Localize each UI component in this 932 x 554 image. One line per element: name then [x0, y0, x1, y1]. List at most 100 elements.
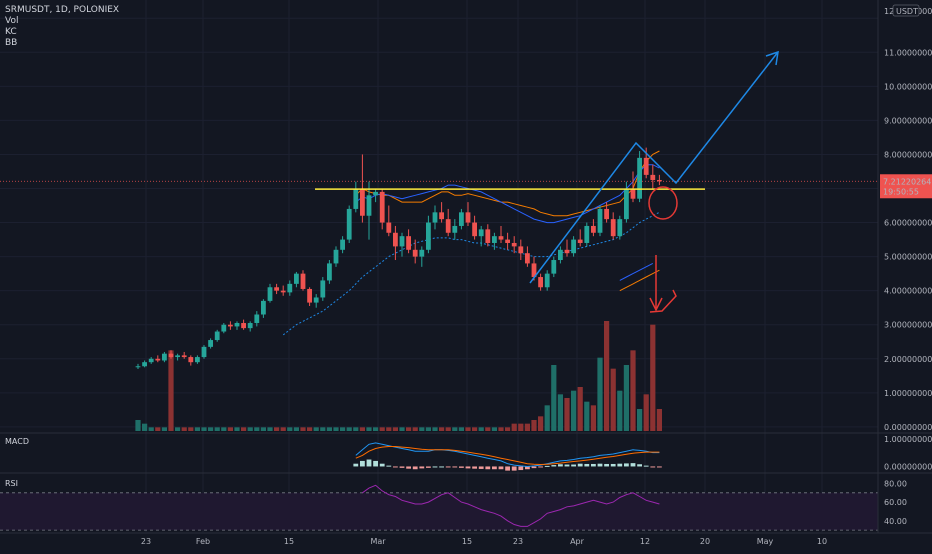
candle-body[interactable] [564, 249, 570, 254]
candle-body[interactable] [241, 323, 246, 329]
volume-bar [524, 423, 530, 431]
candle-body[interactable] [386, 222, 392, 233]
rsi-tick-label: 80.00 [884, 479, 907, 488]
candle-body[interactable] [558, 249, 563, 261]
candle-body[interactable] [624, 188, 629, 220]
candle-body[interactable] [465, 212, 471, 223]
candle-body[interactable] [201, 346, 207, 358]
candle-body[interactable] [346, 208, 352, 240]
candle-body[interactable] [181, 355, 187, 358]
candle-body[interactable] [617, 219, 623, 237]
candle-body[interactable] [445, 219, 451, 233]
candle-body[interactable] [439, 212, 444, 220]
candle-body[interactable] [650, 174, 656, 180]
candle-body[interactable] [195, 357, 200, 363]
candle-body[interactable] [320, 280, 326, 298]
candle-body[interactable] [234, 323, 240, 327]
candle-body[interactable] [637, 157, 642, 199]
indicator-kc[interactable]: KC [5, 27, 17, 37]
candle-body[interactable] [419, 249, 425, 257]
candle-body[interactable] [591, 225, 596, 233]
candle-body[interactable] [505, 239, 510, 243]
candle-body[interactable] [551, 260, 557, 274]
symbol-title[interactable]: SRMUSDT, 1D, POLONIEX [5, 5, 120, 15]
candle-body[interactable] [571, 239, 576, 254]
candle-body[interactable] [307, 288, 312, 303]
candle-body[interactable] [360, 188, 365, 216]
candle-body[interactable] [261, 300, 266, 315]
candle-body[interactable] [148, 358, 154, 363]
candle-body[interactable] [366, 195, 372, 216]
candle-body[interactable] [643, 157, 649, 175]
candle-body[interactable] [432, 212, 438, 223]
candle-body[interactable] [472, 222, 477, 237]
candle-body[interactable] [313, 297, 319, 303]
candle-body[interactable] [399, 236, 405, 247]
current-price-tag [880, 174, 932, 199]
down-arrowhead-annotation[interactable] [649, 297, 663, 312]
candle-body[interactable] [300, 273, 306, 289]
candle-body[interactable] [610, 219, 616, 237]
rsi-band-fill [0, 492, 878, 531]
candle-body[interactable] [498, 236, 504, 240]
candle-body[interactable] [175, 355, 180, 358]
projection-path[interactable] [529, 51, 779, 284]
macd-histogram-bar [564, 464, 570, 467]
candle-body[interactable] [267, 287, 273, 301]
candle-body[interactable] [577, 239, 583, 243]
candle-body[interactable] [657, 179, 662, 182]
indicator-bb[interactable]: BB [5, 38, 18, 48]
candle-body[interactable] [525, 253, 530, 264]
candle-body[interactable] [327, 263, 332, 281]
hook-annotation[interactable] [649, 289, 677, 313]
candlesticks[interactable] [135, 147, 662, 369]
candle-body[interactable] [340, 239, 345, 250]
candle-body[interactable] [544, 273, 550, 288]
candle-body[interactable] [492, 236, 497, 243]
candle-body[interactable] [630, 188, 636, 199]
candle-body[interactable] [511, 242, 517, 247]
currency-badge[interactable] [892, 4, 920, 17]
candle-body[interactable] [214, 331, 220, 341]
candle-body[interactable] [393, 232, 398, 247]
candle-body[interactable] [333, 249, 339, 264]
candle-body[interactable] [162, 353, 167, 361]
candle-body[interactable] [247, 323, 253, 329]
candle-body[interactable] [531, 263, 537, 278]
candle-body[interactable] [280, 290, 286, 293]
candle-body[interactable] [287, 283, 293, 293]
candle-body[interactable] [142, 362, 147, 367]
circle-annotation[interactable] [648, 186, 678, 220]
candle-body[interactable] [412, 249, 418, 257]
candle-body[interactable] [221, 324, 227, 332]
candle-body[interactable] [294, 273, 299, 284]
indicator-vol[interactable]: Vol [5, 16, 19, 26]
candle-body[interactable] [379, 191, 385, 223]
candle-body[interactable] [406, 236, 411, 250]
volume-bar [392, 427, 398, 431]
candle-body[interactable] [584, 225, 590, 243]
candle-body[interactable] [254, 314, 260, 324]
candle-body[interactable] [452, 225, 458, 233]
candle-body[interactable] [426, 222, 431, 250]
drawings[interactable] [0, 50, 878, 313]
candle-body[interactable] [373, 191, 378, 196]
candle-body[interactable] [228, 324, 233, 327]
candle-body[interactable] [155, 358, 161, 361]
candle-body[interactable] [168, 353, 174, 358]
candle-body[interactable] [518, 246, 524, 254]
candle-body[interactable] [459, 212, 464, 226]
projection-arrowhead[interactable] [765, 50, 779, 66]
candle-body[interactable] [478, 229, 484, 237]
candle-body[interactable] [604, 208, 609, 220]
candle-body[interactable] [538, 277, 543, 288]
candle-body[interactable] [485, 229, 491, 243]
candle-body[interactable] [135, 366, 141, 368]
candle-body[interactable] [188, 357, 194, 363]
candle-body[interactable] [208, 340, 213, 347]
candle-body[interactable] [597, 208, 603, 233]
candle-body[interactable] [274, 287, 279, 291]
candle-body[interactable] [353, 188, 359, 209]
